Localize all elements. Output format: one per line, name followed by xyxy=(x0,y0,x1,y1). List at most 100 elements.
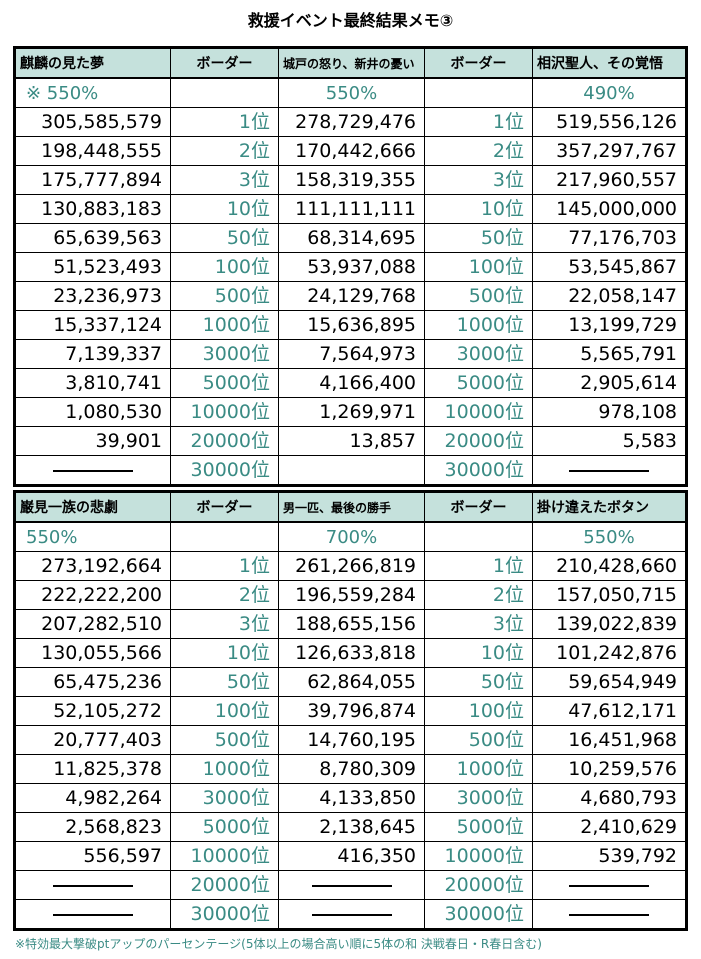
score-value: 5,583 xyxy=(533,427,685,456)
score-value: 196,559,284 xyxy=(279,581,425,610)
score-value: 10,259,576 xyxy=(533,755,685,784)
rank-label: 3000位 xyxy=(425,784,533,813)
rank-label: 10000位 xyxy=(425,398,533,427)
no-data-dash xyxy=(16,900,171,929)
rank-label: 50位 xyxy=(171,224,279,253)
score-value: 5,565,791 xyxy=(533,340,685,369)
bonus-percent: 550% xyxy=(16,523,171,552)
dash-line xyxy=(569,469,649,472)
score-value: 2,905,614 xyxy=(533,369,685,398)
score-value: 416,350 xyxy=(279,842,425,871)
score-value xyxy=(279,456,425,485)
rank-label: 50位 xyxy=(171,668,279,697)
rank-label: 500位 xyxy=(171,726,279,755)
score-value: 207,282,510 xyxy=(16,610,171,639)
empty-cell xyxy=(171,523,279,552)
score-value: 53,937,088 xyxy=(279,253,425,282)
bonus-percent: 550% xyxy=(533,523,685,552)
score-value: 3,810,741 xyxy=(16,369,171,398)
score-value: 13,199,729 xyxy=(533,311,685,340)
score-value: 15,636,895 xyxy=(279,311,425,340)
rank-label: 5000位 xyxy=(425,813,533,842)
no-data-dash xyxy=(533,900,685,929)
page-title: 救援イベント最終結果メモ③ xyxy=(247,11,454,30)
event-name-header: 掛け違えたボタン xyxy=(533,493,685,523)
score-value: 4,133,850 xyxy=(279,784,425,813)
rank-label: 10位 xyxy=(171,195,279,224)
rank-label: 1000位 xyxy=(171,755,279,784)
border-header: ボーダー xyxy=(171,493,279,523)
rank-label: 100位 xyxy=(425,253,533,282)
event-name-header: 麒麟の見た夢 xyxy=(16,49,171,79)
rank-label: 2位 xyxy=(171,137,279,166)
rank-label: 500位 xyxy=(425,282,533,311)
rank-label: 10位 xyxy=(425,639,533,668)
rank-label: 30000位 xyxy=(171,456,279,485)
score-value: 7,139,337 xyxy=(16,340,171,369)
score-value: 24,129,768 xyxy=(279,282,425,311)
dash-line xyxy=(53,469,133,472)
score-value: 170,442,666 xyxy=(279,137,425,166)
rank-label: 5000位 xyxy=(171,813,279,842)
dash-line xyxy=(311,884,392,887)
rank-label: 5000位 xyxy=(425,369,533,398)
score-value: 126,633,818 xyxy=(279,639,425,668)
score-value: 13,857 xyxy=(279,427,425,456)
score-value: 175,777,894 xyxy=(16,166,171,195)
score-value: 22,058,147 xyxy=(533,282,685,311)
no-data-dash xyxy=(16,871,171,900)
dash-line xyxy=(311,913,392,916)
score-value: 556,597 xyxy=(16,842,171,871)
no-data-dash xyxy=(279,900,425,929)
empty-cell xyxy=(171,79,279,108)
score-value: 188,655,156 xyxy=(279,610,425,639)
rank-label: 3000位 xyxy=(425,340,533,369)
rank-label: 30000位 xyxy=(425,456,533,485)
score-value: 198,448,555 xyxy=(16,137,171,166)
score-value: 47,612,171 xyxy=(533,697,685,726)
rank-label: 20000位 xyxy=(171,427,279,456)
rank-label: 1位 xyxy=(425,108,533,137)
score-value: 77,176,703 xyxy=(533,224,685,253)
score-value: 51,523,493 xyxy=(16,253,171,282)
score-value: 23,236,973 xyxy=(16,282,171,311)
rank-label: 3位 xyxy=(425,166,533,195)
rank-label: 20000位 xyxy=(425,427,533,456)
event-name-header: 男一匹、最後の勝手 xyxy=(279,493,425,523)
rank-label: 1位 xyxy=(171,552,279,581)
score-value: 8,780,309 xyxy=(279,755,425,784)
footnote: ※特効最大撃破ptアップのパーセンテージ(5体以上の場合高い順に5体の和 決戦春… xyxy=(15,937,542,951)
score-value: 519,556,126 xyxy=(533,108,685,137)
rank-label: 100位 xyxy=(171,253,279,282)
results-table-2: 巌見一族の悲劇 ボーダー 男一匹、最後の勝手 ボーダー 掛け違えたボタン 550% 700%… xyxy=(13,490,688,931)
bonus-percent: ※ 550% xyxy=(16,79,171,108)
rank-label: 1000位 xyxy=(171,311,279,340)
score-value: 261,266,819 xyxy=(279,552,425,581)
results-grid-2: 巌見一族の悲劇 ボーダー 男一匹、最後の勝手 ボーダー 掛け違えたボタン 550% 700%… xyxy=(16,493,685,929)
rank-label: 5000位 xyxy=(171,369,279,398)
score-value: 20,777,403 xyxy=(16,726,171,755)
event-name-header: 巌見一族の悲劇 xyxy=(16,493,171,523)
rank-label: 3位 xyxy=(171,610,279,639)
score-value: 59,654,949 xyxy=(533,668,685,697)
score-value: 39,796,874 xyxy=(279,697,425,726)
empty-cell xyxy=(425,523,533,552)
rank-label: 30000位 xyxy=(425,900,533,929)
rank-label: 1000位 xyxy=(425,311,533,340)
rank-label: 500位 xyxy=(425,726,533,755)
rank-label: 10000位 xyxy=(425,842,533,871)
dash-line xyxy=(53,884,133,887)
score-value: 158,319,355 xyxy=(279,166,425,195)
score-value: 210,428,660 xyxy=(533,552,685,581)
no-data-dash xyxy=(533,871,685,900)
score-value: 2,410,629 xyxy=(533,813,685,842)
score-value: 16,451,968 xyxy=(533,726,685,755)
rank-label: 500位 xyxy=(171,282,279,311)
bonus-percent: 700% xyxy=(279,523,425,552)
score-value: 139,022,839 xyxy=(533,610,685,639)
score-value: 4,982,264 xyxy=(16,784,171,813)
rank-label: 20000位 xyxy=(171,871,279,900)
rank-label: 2位 xyxy=(425,581,533,610)
rank-label: 20000位 xyxy=(425,871,533,900)
border-header: ボーダー xyxy=(425,49,533,79)
